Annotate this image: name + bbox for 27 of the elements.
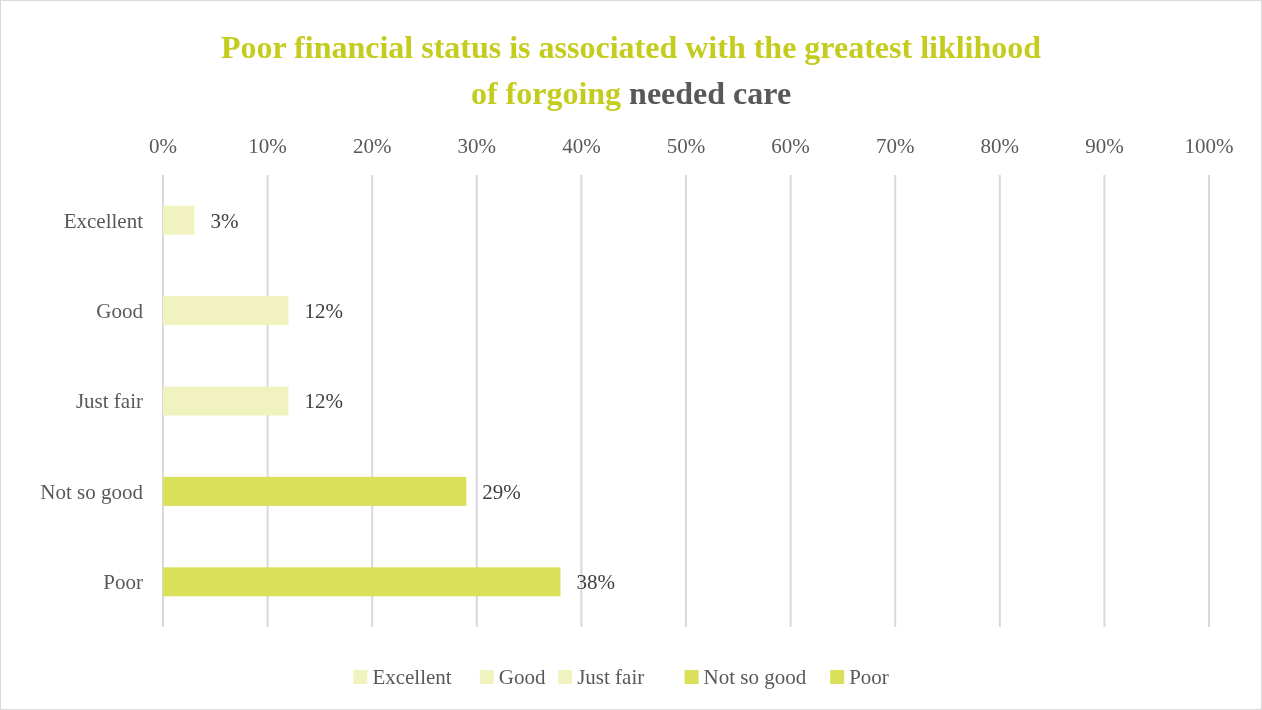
legend-label: Just fair: [577, 665, 645, 690]
x-tick-label: 90%: [1085, 134, 1124, 159]
data-label: 12%: [304, 389, 344, 414]
y-tick-label: Good: [96, 298, 144, 323]
legend-label: Good: [498, 665, 546, 690]
data-label: 29%: [482, 479, 521, 504]
chart-title: Poor financial status is associated with the greatest liklihood of forgoing needed care: [220, 29, 1042, 111]
x-tick-label: 100%: [1184, 134, 1234, 159]
x-tick-label: 30%: [457, 134, 497, 159]
x-tick-label: 20%: [352, 134, 392, 159]
y-tick-label: Poor: [103, 570, 143, 595]
data-label: 3%: [210, 208, 239, 233]
legend-label: Excellent: [372, 665, 452, 690]
data-label: 38%: [576, 570, 615, 595]
x-tick-label: 70%: [875, 134, 915, 159]
x-tick-label: 80%: [980, 134, 1020, 159]
x-tick-label: 10%: [248, 134, 287, 159]
x-tick-label: 60%: [771, 134, 810, 159]
x-tick-label: 40%: [562, 134, 601, 159]
data-label: 12%: [304, 298, 344, 323]
legend-label: Not so good: [703, 665, 807, 690]
x-tick-label: 0%: [149, 134, 177, 159]
y-tick-label: Not so good: [40, 479, 144, 504]
y-tick-label: Excellent: [63, 208, 144, 233]
legend-label: Poor: [849, 665, 889, 690]
x-tick-label: 50%: [666, 134, 706, 159]
y-tick-label: Just fair: [75, 389, 143, 414]
